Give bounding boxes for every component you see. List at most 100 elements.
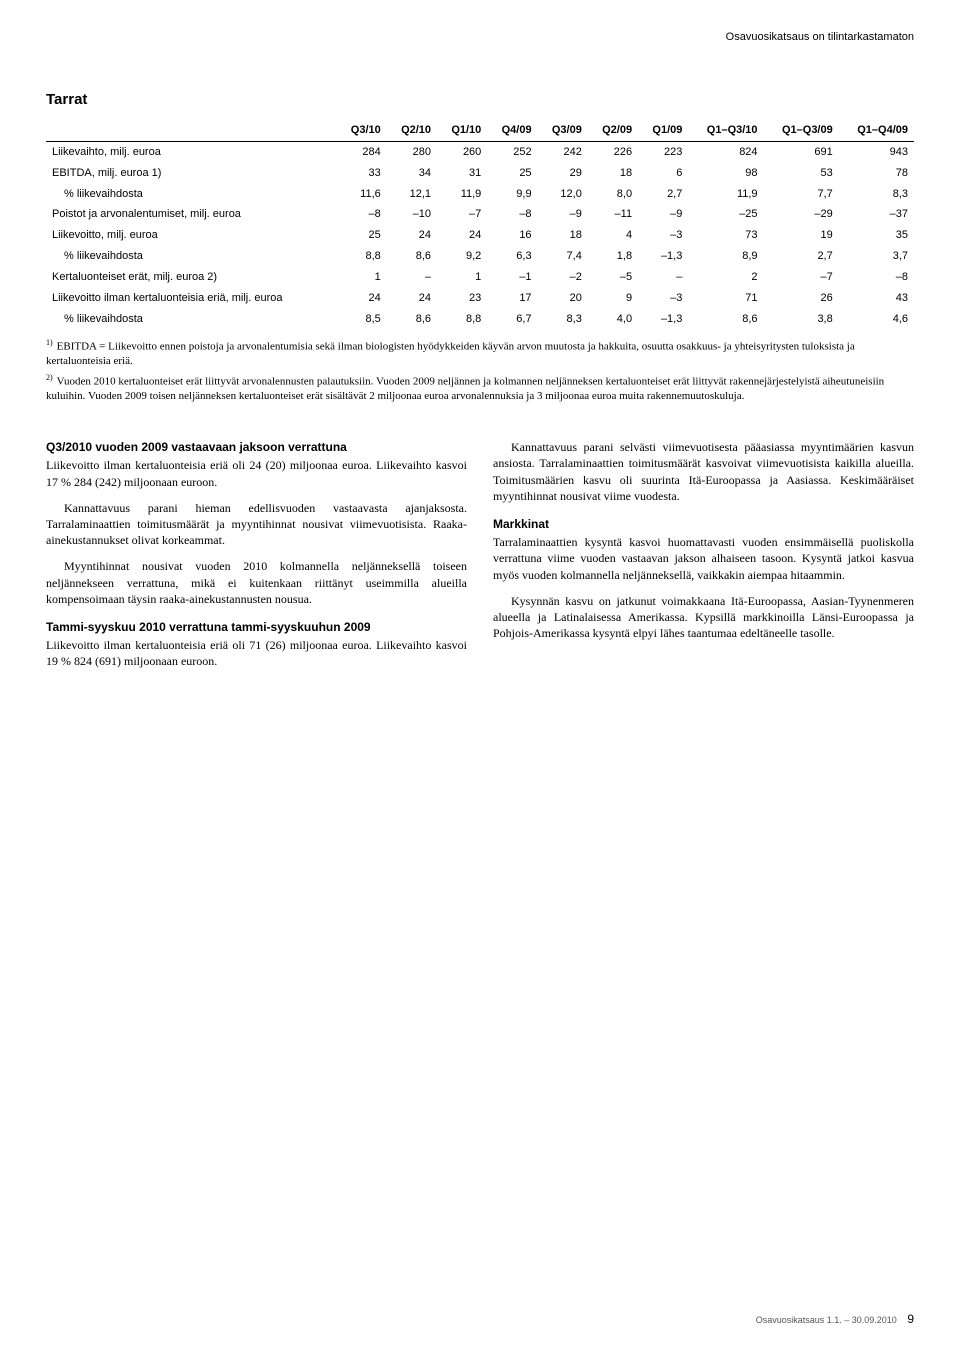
section-title: Tarrat <box>46 90 914 110</box>
footnote: 2)Vuoden 2010 kertaluonteiset erät liitt… <box>46 373 914 404</box>
table-cell: 71 <box>688 288 763 309</box>
left-p2: Kannattavuus parani hieman edellisvuoden… <box>46 500 467 549</box>
left-p4: Liikevoitto ilman kertaluonteisia eriä o… <box>46 637 467 669</box>
right-p1: Kannattavuus parani selvästi viimevuotis… <box>493 439 914 504</box>
table-header: Q1/09 <box>638 120 688 141</box>
table-cell: –8 <box>337 204 387 225</box>
table-header: Q1–Q3/10 <box>688 120 763 141</box>
right-column: Kannattavuus parani selvästi viimevuotis… <box>493 439 914 679</box>
table-cell: 7,4 <box>538 246 588 267</box>
table-cell: 24 <box>437 225 487 246</box>
table-row: Poistot ja arvonalentumiset, milj. euroa… <box>46 204 914 225</box>
table-cell: 78 <box>839 163 914 184</box>
table-header: Q1/10 <box>437 120 487 141</box>
table-cell: 4,6 <box>839 309 914 330</box>
table-cell: 284 <box>337 141 387 162</box>
table-cell: – <box>387 267 437 288</box>
table-cell: % liikevaihdosta <box>46 184 337 205</box>
left-p3: Myyntihinnat nousivat vuoden 2010 kolman… <box>46 558 467 607</box>
table-cell: 3,8 <box>764 309 839 330</box>
table-cell: 8,3 <box>538 309 588 330</box>
table-cell: –8 <box>839 267 914 288</box>
left-heading-1: Q3/2010 vuoden 2009 vastaavaan jaksoon v… <box>46 439 467 455</box>
financial-table: Q3/10Q2/10Q1/10Q4/09Q3/09Q2/09Q1/09Q1–Q3… <box>46 120 914 329</box>
table-cell: 12,0 <box>538 184 588 205</box>
table-cell: 17 <box>487 288 537 309</box>
table-cell: Liikevaihto, milj. euroa <box>46 141 337 162</box>
table-row: % liikevaihdosta11,612,111,99,912,08,02,… <box>46 184 914 205</box>
table-cell: % liikevaihdosta <box>46 246 337 267</box>
table-cell: 2,7 <box>638 184 688 205</box>
left-heading-2: Tammi-syyskuu 2010 verrattuna tammi-syys… <box>46 619 467 635</box>
table-cell: 7,7 <box>764 184 839 205</box>
table-cell: 18 <box>538 225 588 246</box>
table-cell: Poistot ja arvonalentumiset, milj. euroa <box>46 204 337 225</box>
footnotes: 1)EBITDA = Liikevoitto ennen poistoja ja… <box>46 338 914 405</box>
table-cell: 9 <box>588 288 638 309</box>
table-cell: 24 <box>387 288 437 309</box>
table-cell: 8,9 <box>688 246 763 267</box>
table-cell: –10 <box>387 204 437 225</box>
table-cell: 8,3 <box>839 184 914 205</box>
table-cell: 34 <box>387 163 437 184</box>
table-cell: – <box>638 267 688 288</box>
table-cell: –1,3 <box>638 309 688 330</box>
table-cell: 9,9 <box>487 184 537 205</box>
table-cell: 6,7 <box>487 309 537 330</box>
table-cell: 223 <box>638 141 688 162</box>
table-header: Q2/10 <box>387 120 437 141</box>
table-cell: –11 <box>588 204 638 225</box>
table-cell: 9,2 <box>437 246 487 267</box>
table-row: EBITDA, milj. euroa 1)333431252918698537… <box>46 163 914 184</box>
left-p1: Liikevoitto ilman kertaluonteisia eriä o… <box>46 457 467 489</box>
table-cell: 1,8 <box>588 246 638 267</box>
table-cell: –3 <box>638 288 688 309</box>
table-cell: 8,5 <box>337 309 387 330</box>
table-row: Liikevoitto ilman kertaluonteisia eriä, … <box>46 288 914 309</box>
table-cell: 8,8 <box>437 309 487 330</box>
table-cell: –9 <box>538 204 588 225</box>
table-cell: 31 <box>437 163 487 184</box>
table-cell: 53 <box>764 163 839 184</box>
table-cell: 11,6 <box>337 184 387 205</box>
left-column: Q3/2010 vuoden 2009 vastaavaan jaksoon v… <box>46 439 467 679</box>
table-row: Kertaluonteiset erät, milj. euroa 2)1–1–… <box>46 267 914 288</box>
page-footer: Osavuosikatsaus 1.1. – 30.09.2010 9 <box>756 1311 914 1327</box>
table-cell: 26 <box>764 288 839 309</box>
table-cell: 2,7 <box>764 246 839 267</box>
table-cell: –7 <box>437 204 487 225</box>
page-number: 9 <box>907 1312 914 1326</box>
table-cell: 25 <box>337 225 387 246</box>
table-header: Q2/09 <box>588 120 638 141</box>
table-cell: –7 <box>764 267 839 288</box>
table-cell: 20 <box>538 288 588 309</box>
table-cell: Liikevoitto, milj. euroa <box>46 225 337 246</box>
table-cell: 252 <box>487 141 537 162</box>
table-cell: –5 <box>588 267 638 288</box>
table-header: Q3/10 <box>337 120 387 141</box>
table-cell: 25 <box>487 163 537 184</box>
right-heading-1: Markkinat <box>493 516 914 532</box>
table-cell: –8 <box>487 204 537 225</box>
table-row: % liikevaihdosta8,58,68,86,78,34,0–1,38,… <box>46 309 914 330</box>
table-cell: 226 <box>588 141 638 162</box>
footnote: 1)EBITDA = Liikevoitto ennen poistoja ja… <box>46 338 914 369</box>
table-cell: –1,3 <box>638 246 688 267</box>
table-cell: –37 <box>839 204 914 225</box>
table-cell: 33 <box>337 163 387 184</box>
table-cell: 24 <box>337 288 387 309</box>
table-cell: 43 <box>839 288 914 309</box>
table-header: Q3/09 <box>538 120 588 141</box>
table-cell: –3 <box>638 225 688 246</box>
table-cell: 23 <box>437 288 487 309</box>
table-cell: 19 <box>764 225 839 246</box>
table-cell: –29 <box>764 204 839 225</box>
table-cell: 73 <box>688 225 763 246</box>
report-status: Osavuosikatsaus on tilintarkastamaton <box>46 30 914 45</box>
table-cell: % liikevaihdosta <box>46 309 337 330</box>
table-cell: 242 <box>538 141 588 162</box>
table-cell: 98 <box>688 163 763 184</box>
table-cell: 6,3 <box>487 246 537 267</box>
table-cell: 1 <box>437 267 487 288</box>
table-cell: Kertaluonteiset erät, milj. euroa 2) <box>46 267 337 288</box>
